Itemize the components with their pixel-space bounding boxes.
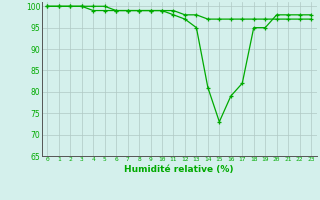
- X-axis label: Humidité relative (%): Humidité relative (%): [124, 165, 234, 174]
